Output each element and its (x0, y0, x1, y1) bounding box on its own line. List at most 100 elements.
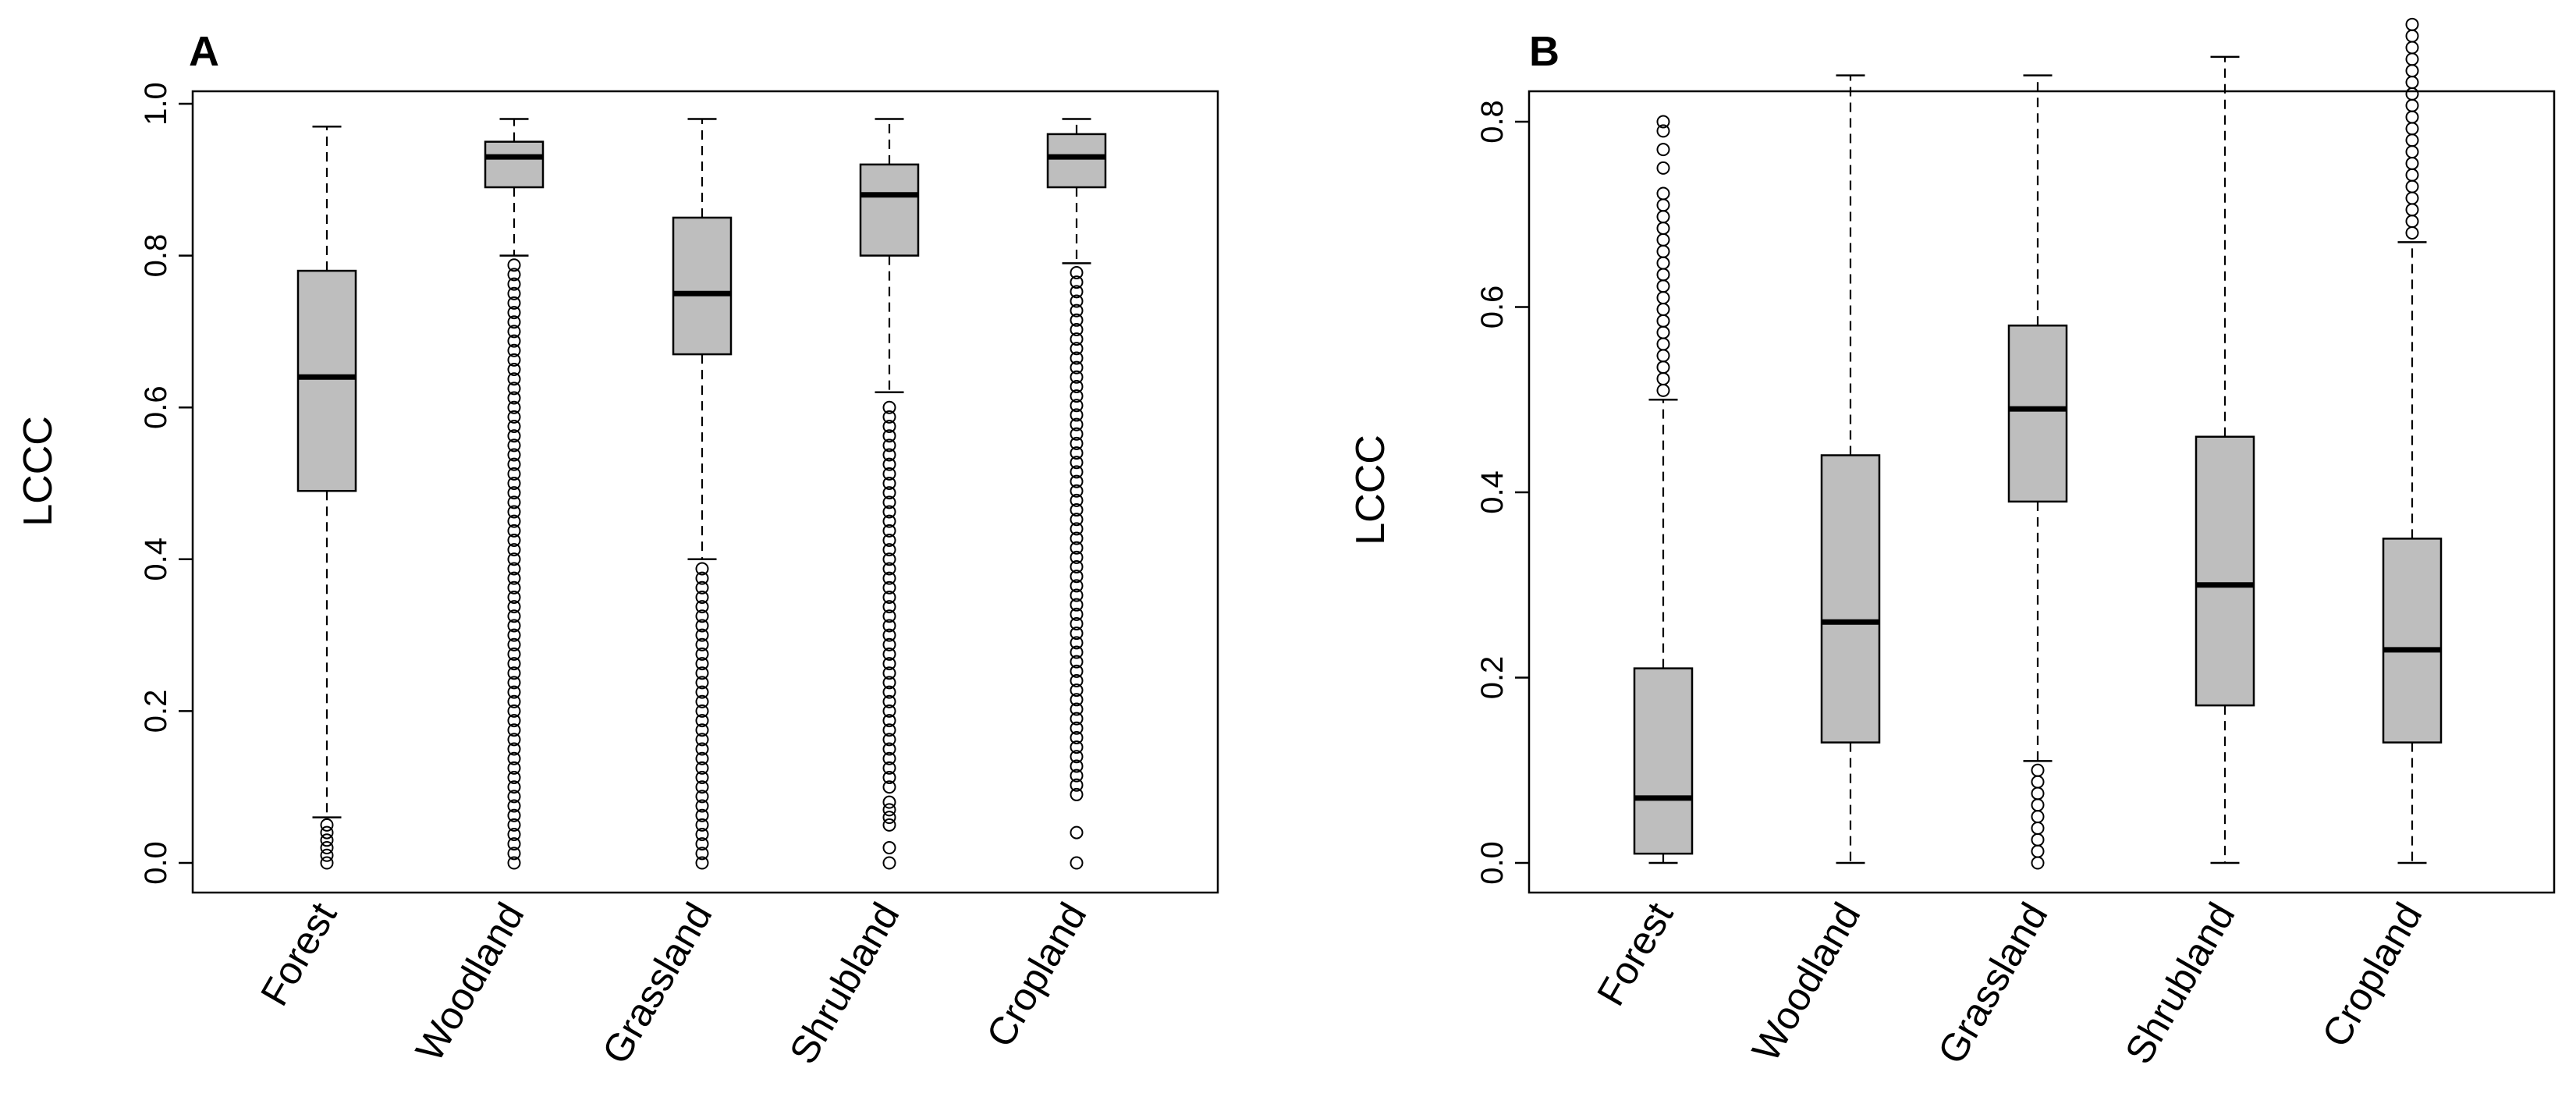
panel-a-outlier-grassland (695, 714, 709, 728)
panel-b-outlier-cropland (2405, 98, 2419, 112)
panel-a-outlier-cropland (1070, 522, 1084, 536)
panel-a-outlier-woodland (507, 429, 521, 443)
panel-b-outlier-cropland (2405, 41, 2419, 55)
panel-a-outlier-cropland (1070, 294, 1084, 308)
panel-a-outlier-cropland (1070, 541, 1084, 555)
panel-a-iqr-box-forest (296, 269, 357, 492)
panel-a-outlier-cropland (1070, 484, 1084, 498)
panel-b-category-label-woodland: Woodland (1744, 896, 1869, 1069)
panel-a-outlier-shrubland (882, 467, 896, 481)
panel-a-outlier-cropland (1070, 664, 1084, 678)
panel-a-outlier-woodland (507, 552, 521, 566)
panel-a-box-woodland (484, 118, 545, 870)
panel-a-outlier-cropland (1070, 607, 1084, 621)
panel-b-iqr-box-forest (1633, 667, 1694, 855)
panel-a-outlier-cropland (1070, 379, 1084, 393)
panel-b-box-grassland (2007, 74, 2068, 870)
panel-a-outlier-woodland (507, 780, 521, 794)
panel-b-outlier-cropland (2405, 64, 2419, 78)
panel-a-outlier-cropland (1070, 598, 1084, 612)
panel-b-outlier-cropland (2405, 110, 2419, 124)
panel-b-y-tick-label: 0.6 (1475, 286, 1510, 329)
panel-a-outlier-woodland (507, 657, 521, 671)
panel-a-outlier-grassland (695, 600, 709, 614)
panel-a-iqr-box-grassland (672, 216, 733, 356)
panel-b-outlier-forest (1656, 372, 1670, 386)
panel-a-outlier-cropland (1070, 617, 1084, 631)
panel-a-category-label-woodland: Woodland (407, 896, 533, 1069)
panel-a-outlier-forest (320, 848, 334, 862)
panel-a-outlier-cropland (1070, 503, 1084, 517)
panel-a-outlier-woodland (507, 723, 521, 737)
panel-a-outlier-shrubland (882, 571, 896, 585)
panel-b-outlier-cropland (2405, 87, 2419, 101)
panel-a-outlier-forest (320, 856, 334, 870)
panel-b-outlier-forest (1656, 222, 1670, 236)
panel-a-outlier-cropland (1070, 265, 1084, 279)
panel-b-outlier-forest (1656, 198, 1670, 212)
panel-a-outlier-woodland (507, 847, 521, 861)
panel-b-outlier-forest (1656, 302, 1670, 316)
panel-a-outlier-woodland (507, 277, 521, 291)
panel-b-y-tick-label: 0.4 (1475, 470, 1510, 514)
panel-a-outlier-cropland (1070, 446, 1084, 460)
panel-a-iqr-box-shrubland (859, 163, 920, 257)
panel-b-outlier-forest (1656, 325, 1670, 339)
panel-b-iqr-box-shrubland (2195, 435, 2255, 707)
panel-a-outlier-shrubland (882, 628, 896, 642)
panel-b-outlier-grassland (2031, 844, 2045, 858)
panel-a-outlier-woodland (507, 438, 521, 453)
panel-b-outlier-cropland (2405, 122, 2419, 136)
panel-b-boxes (1633, 17, 2443, 870)
panel-b-outlier-forest (1656, 244, 1670, 258)
panel-a-outlier-grassland (695, 733, 709, 747)
panel-b: B LCCC 0.0 0.2 0.4 0.6 0.8 Forest Woodland Gra… (1348, 17, 2556, 1071)
panel-a-outlier-cropland (1070, 759, 1084, 773)
panel-b-outlier-forest (1656, 115, 1670, 129)
panel-a-outlier-woodland (507, 808, 521, 822)
panel-b-outlier-grassland (2031, 763, 2045, 777)
panel-a-outlier-woodland (507, 799, 521, 813)
panel-a-outlier-shrubland (882, 714, 896, 728)
panel-a-outlier-shrubland (882, 771, 896, 785)
panel-a-outlier-grassland (695, 723, 709, 737)
panel-b-y-tick-label: 0.8 (1475, 100, 1510, 144)
panel-a-outlier-woodland (507, 714, 521, 728)
panel-a-outlier-shrubland (882, 619, 896, 633)
panel-a-outlier-woodland (507, 400, 521, 414)
panel-a-outlier-woodland (507, 856, 521, 870)
panel-a-boxes (296, 118, 1107, 870)
panel-a-outlier-forest (320, 818, 334, 832)
panel-a-outlier-shrubland (882, 647, 896, 661)
panel-a-outlier-grassland (695, 761, 709, 775)
panel-b-outlier-forest (1656, 143, 1670, 157)
panel-a-box-forest (296, 125, 357, 870)
panel-a-outlier-woodland (507, 628, 521, 642)
panel-b-outlier-grassland (2031, 832, 2045, 847)
panel-a-outlier-woodland (507, 372, 521, 386)
panel-a-label: A (189, 28, 219, 75)
panel-a-outlier-shrubland (882, 761, 896, 775)
panel-a: A LCCC 0.0 0.2 0.4 0.6 0.8 1.0 Forest Woodland… (16, 28, 1219, 1071)
panel-a-outlier-shrubland (882, 795, 896, 809)
panel-a-outlier-woodland (507, 334, 521, 348)
panel-a-outlier-cropland (1070, 740, 1084, 754)
panel-a-outlier-grassland (695, 571, 709, 585)
panel-a-iqr-box-cropland (1046, 133, 1107, 189)
panel-a-outlier-woodland (507, 382, 521, 396)
panel-b-outlier-forest (1656, 124, 1670, 138)
panel-a-outlier-grassland (695, 828, 709, 842)
panel-a-outlier-shrubland (882, 410, 896, 424)
panel-a-outlier-grassland (695, 657, 709, 671)
panel-a-outlier-shrubland (882, 694, 896, 708)
panel-a-outlier-grassland (695, 751, 709, 765)
panel-b-outlier-cropland (2405, 226, 2419, 240)
panel-a-outlier-cropland (1070, 655, 1084, 669)
panel-a-outlier-grassland (695, 799, 709, 813)
panel-a-outlier-woodland (507, 685, 521, 699)
panel-a-outlier-woodland (507, 514, 521, 528)
panel-a-outlier-cropland (1070, 399, 1084, 413)
panel-a-outlier-cropland (1070, 275, 1084, 289)
panel-a-outlier-woodland (507, 694, 521, 708)
panel-a-outlier-cropland (1070, 322, 1084, 336)
